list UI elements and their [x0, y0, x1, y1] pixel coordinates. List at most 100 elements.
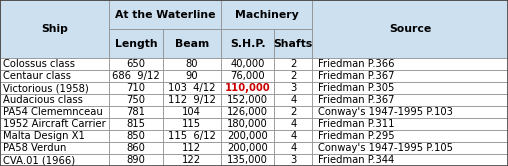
Bar: [274, 82, 312, 94]
Bar: [221, 58, 274, 70]
Bar: [221, 0, 312, 29]
Text: 710: 710: [126, 83, 145, 93]
Bar: [109, 142, 163, 154]
Text: Friedman P.311: Friedman P.311: [319, 119, 395, 129]
Text: 112  9/12: 112 9/12: [168, 95, 216, 105]
Text: 815: 815: [126, 119, 145, 129]
Text: Beam: Beam: [175, 39, 209, 49]
Bar: [163, 142, 221, 154]
Text: 112: 112: [182, 143, 201, 153]
Text: 90: 90: [185, 71, 198, 81]
Bar: [0, 106, 109, 118]
Text: 200,000: 200,000: [227, 143, 268, 153]
Text: Centaur class: Centaur class: [3, 71, 71, 81]
Bar: [312, 94, 508, 106]
Bar: [221, 130, 274, 142]
Bar: [163, 94, 221, 106]
Text: 126,000: 126,000: [227, 107, 268, 117]
Bar: [221, 142, 274, 154]
Text: 4: 4: [290, 131, 297, 141]
Text: Friedman P.295: Friedman P.295: [319, 131, 395, 141]
Text: Friedman P.305: Friedman P.305: [319, 83, 395, 93]
Bar: [312, 0, 508, 58]
Bar: [0, 118, 109, 130]
Bar: [274, 94, 312, 106]
Bar: [109, 0, 221, 29]
Text: Friedman P.367: Friedman P.367: [319, 95, 395, 105]
Text: Ship: Ship: [41, 24, 68, 34]
Text: 76,000: 76,000: [230, 71, 265, 81]
Text: At the Waterline: At the Waterline: [115, 9, 215, 20]
Bar: [312, 130, 508, 142]
Bar: [109, 70, 163, 82]
Bar: [274, 118, 312, 130]
Text: Conway's 1947-1995 P.105: Conway's 1947-1995 P.105: [319, 143, 453, 153]
Text: 1952 Aircraft Carrier: 1952 Aircraft Carrier: [3, 119, 106, 129]
Text: Malta Design X1: Malta Design X1: [3, 131, 85, 141]
Text: 110,000: 110,000: [225, 83, 270, 93]
Bar: [0, 0, 109, 58]
Text: Shafts: Shafts: [274, 39, 313, 49]
Text: 115: 115: [182, 119, 201, 129]
Text: 850: 850: [126, 131, 145, 141]
Bar: [221, 94, 274, 106]
Text: 3: 3: [290, 155, 297, 165]
Bar: [274, 29, 312, 58]
Text: 2: 2: [290, 71, 297, 81]
Bar: [163, 106, 221, 118]
Text: Victorious (1958): Victorious (1958): [3, 83, 89, 93]
Text: S.H.P.: S.H.P.: [230, 39, 266, 49]
Text: Audacious class: Audacious class: [3, 95, 83, 105]
Text: 4: 4: [290, 143, 297, 153]
Bar: [163, 118, 221, 130]
Bar: [0, 82, 109, 94]
Bar: [221, 82, 274, 94]
Text: 3: 3: [290, 83, 297, 93]
Bar: [312, 82, 508, 94]
Text: Friedman P.366: Friedman P.366: [319, 59, 395, 69]
Bar: [109, 58, 163, 70]
Bar: [163, 29, 221, 58]
Text: Friedman P.344: Friedman P.344: [319, 155, 395, 165]
Bar: [109, 94, 163, 106]
Bar: [274, 130, 312, 142]
Text: Machinery: Machinery: [235, 9, 299, 20]
Bar: [109, 130, 163, 142]
Text: 650: 650: [126, 59, 145, 69]
Bar: [0, 70, 109, 82]
Bar: [221, 154, 274, 166]
Bar: [274, 154, 312, 166]
Bar: [0, 154, 109, 166]
Text: Friedman P.367: Friedman P.367: [319, 71, 395, 81]
Bar: [312, 154, 508, 166]
Text: 750: 750: [126, 95, 145, 105]
Bar: [274, 142, 312, 154]
Text: 860: 860: [126, 143, 145, 153]
Text: 135,000: 135,000: [227, 155, 268, 165]
Text: 122: 122: [182, 155, 201, 165]
Bar: [0, 130, 109, 142]
Bar: [274, 58, 312, 70]
Text: 2: 2: [290, 107, 297, 117]
Bar: [221, 118, 274, 130]
Bar: [0, 58, 109, 70]
Text: 115  6/12: 115 6/12: [168, 131, 216, 141]
Text: PA58 Verdun: PA58 Verdun: [3, 143, 67, 153]
Bar: [312, 142, 508, 154]
Bar: [109, 82, 163, 94]
Bar: [274, 106, 312, 118]
Text: 80: 80: [185, 59, 198, 69]
Bar: [163, 70, 221, 82]
Text: 2: 2: [290, 59, 297, 69]
Text: 103  4/12: 103 4/12: [168, 83, 215, 93]
Bar: [312, 118, 508, 130]
Text: 104: 104: [182, 107, 201, 117]
Text: Source: Source: [389, 24, 431, 34]
Text: 890: 890: [126, 155, 145, 165]
Bar: [163, 130, 221, 142]
Bar: [163, 154, 221, 166]
Text: CVA.01 (1966): CVA.01 (1966): [3, 155, 75, 165]
Text: 180,000: 180,000: [227, 119, 268, 129]
Bar: [109, 154, 163, 166]
Bar: [109, 118, 163, 130]
